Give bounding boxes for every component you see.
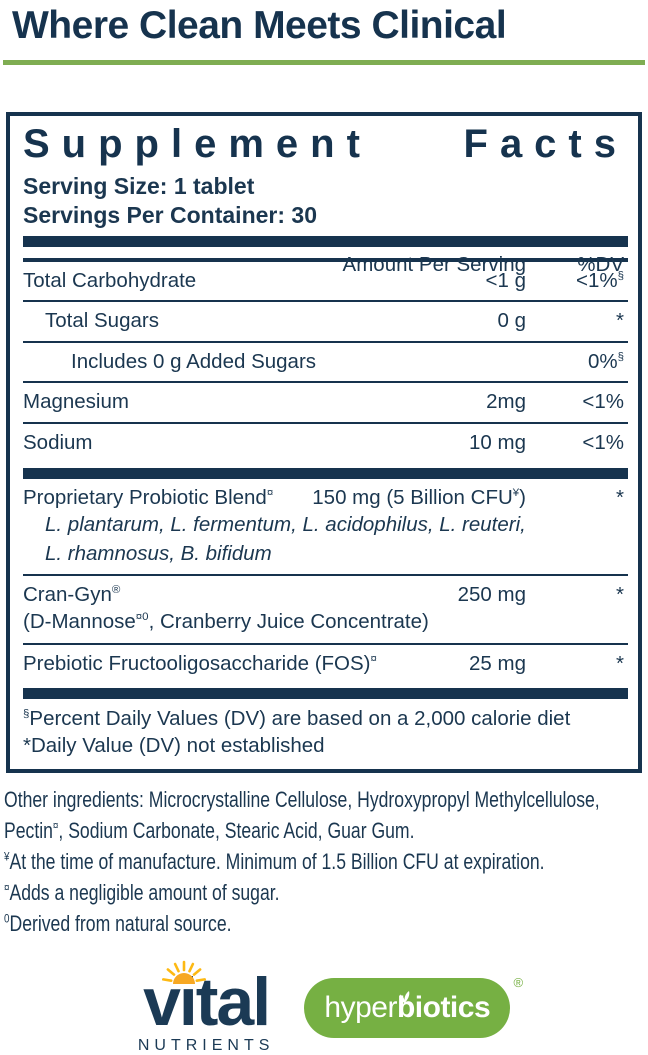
vital-subtext: NUTRIENTS xyxy=(137,1037,275,1055)
note-natural-source: 0Derived from natural source. xyxy=(4,910,232,936)
table-row-cran-gyn: Cran-Gyn® 250 mg * (D-Mannose¤0, Cranber… xyxy=(23,576,628,643)
other-ingredients: Other ingredients: Microcrystalline Cell… xyxy=(4,785,648,939)
note-manufacture: ¥At the time of manufacture. Minimum of … xyxy=(4,848,545,874)
panel-title: Supplement Facts xyxy=(23,122,628,166)
brand-logos: vital NUTRIENTS hyper biotics ® xyxy=(0,961,648,1055)
vital-nutrients-logo: vital NUTRIENTS xyxy=(138,961,275,1055)
other-ingredients-line1: Other ingredients: Microcrystalline Cell… xyxy=(4,787,600,813)
sun-icon xyxy=(160,957,208,990)
table-row-probiotic-blend: Proprietary Probiotic Blend¤ 150 mg (5 B… xyxy=(23,479,628,574)
column-dv-label: %DV xyxy=(577,252,624,276)
table-row-added-sugars: Includes 0 g Added Sugars 0%§ xyxy=(71,349,624,373)
table-row-total-carbohydrate: Total Carbohydrate <1 g <1%§ xyxy=(23,268,624,292)
servings-per-container: Servings Per Container: 30 xyxy=(23,202,317,229)
green-divider xyxy=(3,60,645,65)
footnote-daily-values: §Percent Daily Values (DV) are based on … xyxy=(23,707,571,731)
table-row-total-sugars: Total Sugars 0 g * xyxy=(45,309,624,333)
cran-gyn-composition: (D-Mannose¤0, Cranberry Juice Concentrat… xyxy=(23,610,429,634)
hyperbiotics-logo: hyper biotics ® xyxy=(304,975,523,1039)
hyperbiotics-light-text: hyper xyxy=(324,991,397,1025)
thin-rule xyxy=(23,381,628,384)
probiotic-species-line: L. plantarum, L. fermentum, L. acidophil… xyxy=(45,513,526,537)
probiotic-species-line: L. rhamnosus, B. bifidum xyxy=(45,541,272,565)
thin-rule xyxy=(23,573,628,576)
thick-separator-bar xyxy=(23,688,628,700)
registered-mark: ® xyxy=(513,975,524,991)
thin-rule xyxy=(23,300,628,303)
thin-rule xyxy=(23,422,628,425)
note-negligible-sugar: ¤Adds a negligible amount of sugar. xyxy=(4,879,280,905)
table-row-fos: Prebiotic Fructooligosaccharide (FOS)¤ 2… xyxy=(23,651,624,675)
thin-rule xyxy=(23,340,628,343)
table-row-magnesium: Magnesium 2mg <1% xyxy=(23,390,624,414)
hyperbiotics-bold-text: biotics xyxy=(397,991,491,1025)
thick-separator-bar xyxy=(23,467,628,479)
supplement-facts-panel: Supplement Facts Serving Size: 1 tablet … xyxy=(6,112,642,774)
other-ingredients-line2: Pectin¤, Sodium Carbonate, Stearic Acid,… xyxy=(4,818,415,844)
thick-separator-bar xyxy=(23,235,628,247)
column-header-row: Amount Per Serving %DV xyxy=(23,247,628,276)
page-title: Where Clean Meets Clinical xyxy=(12,4,507,47)
leaf-icon xyxy=(397,978,412,1012)
panel-footnotes: §Percent Daily Values (DV) are based on … xyxy=(23,699,628,765)
thin-rule xyxy=(23,642,628,645)
column-amount-label: Amount Per Serving xyxy=(342,252,526,276)
serving-size: Serving Size: 1 tablet xyxy=(23,173,255,200)
heavy-rule xyxy=(23,257,628,262)
table-row-sodium: Sodium 10 mg <1% xyxy=(23,431,624,455)
footnote-not-established: *Daily Value (DV) not established xyxy=(23,734,325,758)
